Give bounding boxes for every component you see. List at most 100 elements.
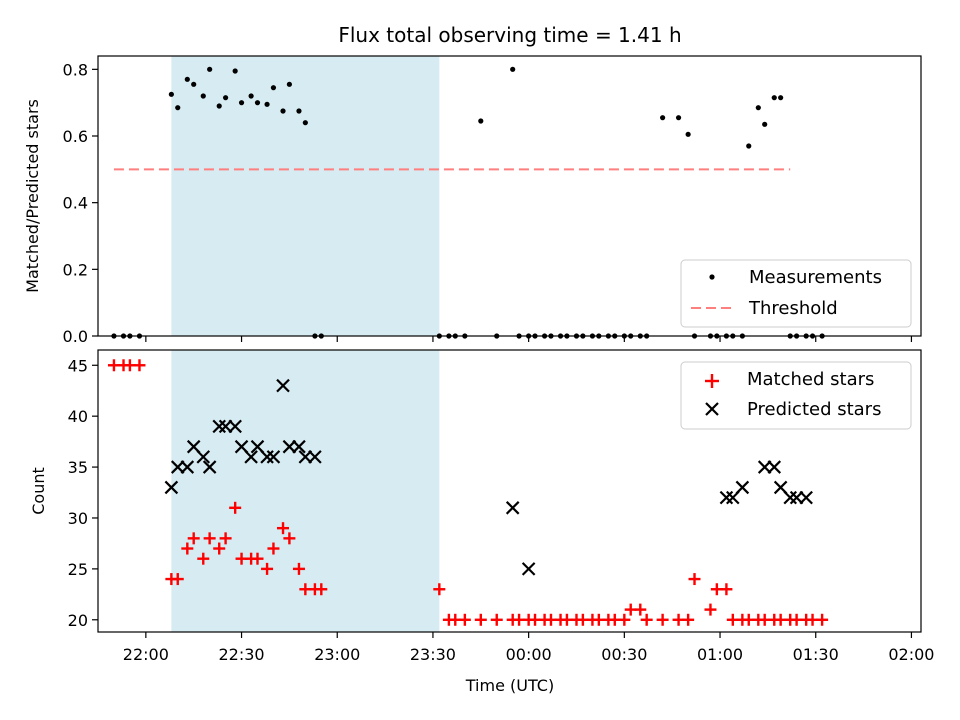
bottom-legend-box <box>680 361 912 430</box>
cross-b <box>212 419 226 434</box>
predicted-star-point <box>266 450 281 464</box>
y-tick-label: 0.4 <box>63 194 88 213</box>
predicted-star-point <box>202 460 217 474</box>
measurement-point <box>207 66 213 72</box>
predicted-star-point <box>218 419 233 434</box>
cross-b <box>180 460 195 474</box>
matched-star-point <box>490 613 503 626</box>
matched-star-point <box>203 532 216 545</box>
cross-b <box>521 562 536 576</box>
y-tick-label: 45 <box>68 356 88 375</box>
top-y-axis-label: Matched/Predicted stars <box>23 99 42 293</box>
measurement-point <box>286 81 292 87</box>
cross-b <box>505 501 520 515</box>
predicted-star-point <box>244 450 258 464</box>
x-tick-label: 00:00 <box>506 645 552 664</box>
matched-star-point <box>251 552 264 565</box>
y-tick-label: 35 <box>68 458 88 477</box>
cross-b <box>789 490 804 505</box>
predicted-star-point <box>180 460 195 474</box>
predicted-star-point <box>505 501 520 515</box>
predicted-star-point <box>292 439 306 454</box>
bottom-y-ticks: 20 25 30 35 40 45 <box>68 356 98 630</box>
predicted-star-point <box>298 450 313 464</box>
measurement-point <box>184 76 190 82</box>
cross-b <box>196 450 211 464</box>
bottom-x-ticks: 22:00 22:30 23:00 23:30 00:00 00:30 01:00 01:30… <box>123 632 934 664</box>
legend-predicted-marker <box>705 402 719 416</box>
matched-star-point <box>219 532 232 545</box>
matched-star-point <box>682 613 695 626</box>
predicted-star-point <box>276 378 290 393</box>
y-tick-label: 0.0 <box>63 327 88 346</box>
cross-b <box>735 480 750 495</box>
matched-star-point <box>277 522 290 535</box>
cross-b <box>186 439 201 454</box>
predicted-star-point <box>282 439 297 454</box>
cross-b <box>218 419 233 434</box>
matched-star-point <box>261 562 274 575</box>
bottom-legend: Matched stars Predicted stars <box>680 361 912 430</box>
y-tick-label: 40 <box>68 407 88 426</box>
cross-b <box>282 439 297 454</box>
measurement-point <box>168 91 174 97</box>
predicted-star-point <box>212 419 226 434</box>
predicted-star-point <box>260 450 274 464</box>
matched-star-point <box>292 562 305 575</box>
predicted-star-point <box>783 490 797 505</box>
legend-matched-marker <box>705 374 719 388</box>
legend-threshold-label: Threshold <box>748 298 838 319</box>
top-legend-box <box>680 259 912 328</box>
cross-b <box>783 490 797 505</box>
matched-star-point <box>181 542 194 555</box>
legend-measurements-marker <box>709 274 715 280</box>
matched-star-point <box>315 583 328 596</box>
matched-star-point <box>640 613 653 626</box>
x-tick-label: 23:30 <box>410 645 456 664</box>
predicted-star-point <box>228 419 242 434</box>
matched-star-point <box>704 603 717 616</box>
measurement-point <box>685 131 691 137</box>
cross-b <box>298 450 313 464</box>
top-panel: 0.00.20.40.60.8 Matched/Predicted stars … <box>23 55 922 346</box>
cross-b <box>250 439 265 454</box>
cross-b <box>228 419 242 434</box>
measurement-point <box>660 115 666 121</box>
matched-star-point <box>133 359 146 372</box>
y-tick-label: 0.8 <box>63 60 88 79</box>
matched-star-point <box>474 613 487 626</box>
matched-star-point <box>187 532 200 545</box>
y-tick-label: 20 <box>68 611 88 630</box>
measurement-point <box>191 81 197 87</box>
measurement-point <box>280 108 286 114</box>
cross-b <box>276 378 290 393</box>
measurement-point <box>771 95 777 101</box>
matched-star-point <box>433 583 446 596</box>
predicted-star-point <box>308 450 322 464</box>
measurement-point <box>762 121 768 127</box>
measurement-point <box>675 115 682 121</box>
measurement-point <box>510 66 516 72</box>
cross-b <box>767 460 782 474</box>
x-tick-label: 23:00 <box>314 645 360 664</box>
measurement-point <box>222 95 229 101</box>
cross-b <box>164 480 179 495</box>
y-tick-label: 25 <box>68 560 88 579</box>
predicted-star-point <box>757 460 772 474</box>
x-tick-label: 01:30 <box>793 645 839 664</box>
predicted-star-point <box>735 480 750 495</box>
cross-b <box>719 490 734 505</box>
top-legend: Measurements Threshold <box>680 259 912 328</box>
measurement-point <box>248 93 254 99</box>
measurement-point <box>254 100 261 106</box>
measurement-point <box>302 120 308 126</box>
y-tick-label: 0.6 <box>63 127 88 146</box>
measurement-point <box>755 105 761 111</box>
bottom-axes-frame <box>97 349 922 633</box>
legend-predicted-label: Predicted stars <box>747 399 881 420</box>
measurement-point <box>238 100 245 106</box>
predicted-star-point <box>789 490 804 505</box>
cross-b <box>773 480 788 495</box>
bottom-y-axis-label: Count <box>29 467 48 515</box>
predicted-star-point <box>767 460 782 474</box>
